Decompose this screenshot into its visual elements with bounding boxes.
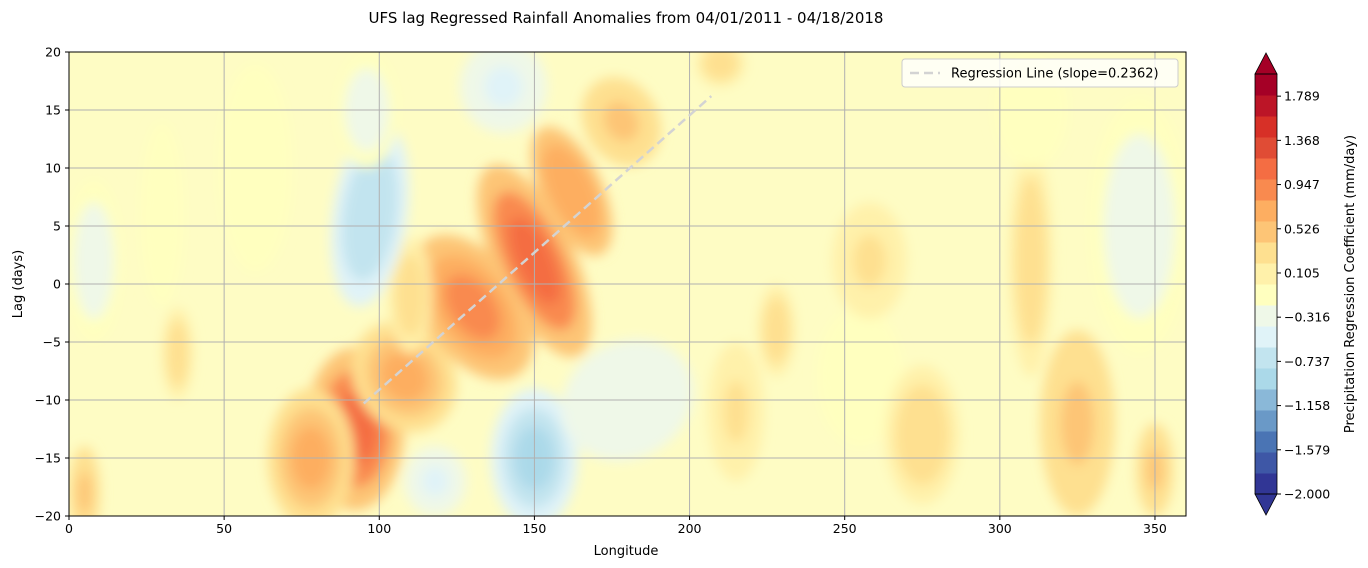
colorbar-segment — [1255, 305, 1277, 327]
colorbar-tick-label: −0.737 — [1284, 354, 1330, 369]
colorbar-tick-label: −2.000 — [1284, 487, 1330, 502]
x-tick-label: 0 — [65, 521, 73, 536]
anomaly-blob — [69, 446, 101, 516]
anomaly-blob — [708, 342, 765, 482]
colorbar-segment — [1255, 137, 1277, 159]
colorbar-tick-label: −1.579 — [1284, 442, 1330, 457]
anomaly-blob — [69, 179, 122, 342]
colorbar-tick-label: 1.789 — [1284, 89, 1320, 104]
colorbar-tick-label: 0.526 — [1284, 221, 1320, 236]
y-tick-label: 20 — [45, 45, 61, 60]
colorbar-segment — [1255, 410, 1277, 432]
x-tick-label: 200 — [678, 521, 702, 536]
x-axis: 0 50 100 150 200 250 300 350 — [65, 516, 1167, 536]
x-axis-label: Longitude — [594, 544, 659, 559]
colorbar-extend-low — [1254, 493, 1278, 516]
anomaly-blob — [1009, 144, 1053, 377]
colorbar-segment — [1255, 179, 1277, 201]
regression-line — [362, 95, 713, 405]
anomaly-blob — [1040, 330, 1115, 516]
colorbar-segment — [1255, 263, 1277, 285]
y-tick-label: 0 — [53, 277, 61, 292]
colorbar-tick-label: 0.105 — [1284, 265, 1320, 280]
anomaly-blob — [459, 52, 547, 134]
colorbar-segment — [1255, 326, 1277, 348]
chart-title: UFS lag Regressed Rainfall Anomalies fro… — [369, 9, 884, 27]
y-tick-label: −5 — [43, 335, 61, 350]
colorbar-tick-label: −0.316 — [1284, 310, 1330, 325]
anomaly-blob — [404, 446, 467, 516]
plot-area — [68, 51, 1187, 517]
colorbar-segment — [1255, 473, 1277, 495]
y-tick-label: 15 — [45, 103, 61, 118]
colorbar-tick-label: −1.158 — [1284, 398, 1330, 413]
y-axis-label: Lag (days) — [11, 250, 26, 318]
colorbar-segment — [1255, 158, 1277, 180]
legend: Regression Line (slope=0.2362) — [901, 58, 1179, 88]
anomaly-blob — [351, 321, 457, 433]
x-tick-label: 50 — [216, 521, 232, 536]
colorbar-segment — [1255, 452, 1277, 474]
colorbar-segment — [1255, 221, 1277, 243]
anomaly-blob — [388, 237, 433, 354]
x-tick-label: 250 — [833, 521, 857, 536]
colorbar-segment — [1255, 74, 1277, 96]
anomaly-blob — [832, 202, 907, 319]
colorbar-segment — [1255, 116, 1277, 138]
colorbar-label: Precipitation Regression Coefficient (mm… — [1343, 135, 1358, 433]
colorbar-tick-label: 0.947 — [1284, 177, 1320, 192]
colorbar-frame — [1254, 73, 1278, 495]
colorbar-segment — [1255, 347, 1277, 369]
colorbar: −2.000 −1.579 −1.158 −0.737 −0.316 0.105 0.526… — [1254, 52, 1330, 516]
grid — [69, 52, 1186, 516]
y-axis: 20 15 10 5 0 −5 −10 −15 −20 — [35, 45, 69, 524]
colorbar-segment — [1255, 368, 1277, 390]
anomaly-blob — [885, 365, 960, 505]
y-tick-label: 5 — [53, 219, 61, 234]
anomaly-blob — [162, 307, 194, 400]
colorbar-tick-label: 1.368 — [1284, 133, 1320, 148]
y-tick-label: 10 — [45, 161, 61, 176]
legend-entry-label: Regression Line (slope=0.2362) — [951, 67, 1159, 82]
colorbar-segment — [1255, 200, 1277, 222]
colorbar-segment — [1255, 242, 1277, 264]
y-tick-label: −20 — [35, 509, 61, 524]
x-tick-label: 100 — [367, 521, 391, 536]
colorbar-extend-high — [1254, 52, 1278, 75]
x-tick-label: 300 — [988, 521, 1012, 536]
x-tick-label: 150 — [522, 521, 546, 536]
colorbar-segment — [1255, 284, 1277, 306]
colorbar-segment — [1255, 95, 1277, 117]
anomaly-blob — [757, 284, 796, 377]
anomaly-blob — [581, 77, 662, 166]
anomaly-blob — [695, 52, 746, 87]
legend-box — [901, 58, 1179, 88]
anomaly-blob — [140, 121, 184, 308]
colorbar-segment — [1255, 431, 1277, 453]
y-tick-label: −15 — [35, 451, 61, 466]
x-tick-label: 350 — [1143, 521, 1167, 536]
colorbar-segment — [1255, 389, 1277, 411]
y-tick-label: −10 — [35, 393, 61, 408]
